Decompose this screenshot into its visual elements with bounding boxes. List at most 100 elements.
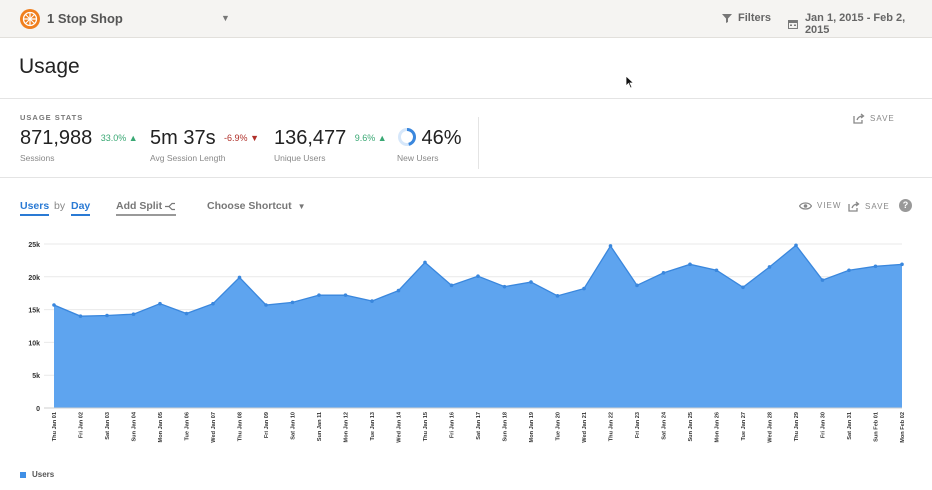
x-tick-label: Thu Jan 29 (794, 412, 800, 441)
x-tick-label: Fri Jan 30 (821, 412, 827, 438)
data-point (767, 265, 772, 269)
view-button[interactable]: VIEW (799, 201, 841, 210)
date-range-picker[interactable]: Jan 1, 2015 - Feb 2, 2015 (788, 12, 932, 36)
y-tick-label: 5k (32, 373, 40, 380)
y-tick-label: 0 (36, 406, 40, 413)
eye-icon (799, 201, 812, 210)
x-tick-label: Sun Feb 01 (874, 412, 880, 442)
data-point (52, 303, 56, 307)
stats-divider (478, 117, 479, 169)
app-switcher-caret-icon[interactable]: ▼ (221, 13, 230, 23)
unique-users-value: 136,477 (274, 127, 347, 149)
users-area-chart: 0 5k 10k 15k 20k 25k Thu Jan 01 Fri Jan 02 Sat J… (28, 242, 906, 443)
series-area-users (54, 245, 902, 408)
chart-legend[interactable]: Users (20, 470, 54, 479)
x-tick-label: Mon Jan 12 (344, 412, 350, 442)
app-name[interactable]: 1 Stop Shop (47, 11, 123, 26)
legend-swatch (20, 471, 26, 478)
usage-stats-panel: USAGE STATS 871,988 33.0% ▲ Sessions 5m … (0, 99, 932, 178)
x-tick-label: Thu Jan 15 (423, 412, 429, 441)
sessions-delta: 33.0% ▲ (100, 133, 138, 143)
metric-selector[interactable]: Users (20, 200, 50, 216)
data-point (317, 293, 321, 297)
unique-users-label: Unique Users (274, 153, 326, 163)
down-arrow-icon: ▼ (250, 133, 259, 143)
data-point (237, 275, 242, 280)
x-tick-label: Fri Jan 09 (264, 412, 270, 438)
x-tick-label: Thu Jan 01 (52, 412, 58, 441)
x-tick-label: Sun Jan 18 (503, 412, 509, 442)
x-tick-label: Wed Jan 28 (768, 412, 774, 443)
x-tick-label: Wed Jan 14 (397, 411, 403, 443)
data-point (343, 293, 348, 297)
data-point (396, 288, 401, 293)
data-point (714, 268, 719, 273)
unique-users-delta: 9.6% ▲ (354, 133, 387, 143)
data-point (741, 285, 745, 290)
x-tick-label: Thu Jan 22 (609, 412, 615, 441)
calendar-icon (788, 20, 798, 29)
split-icon (165, 202, 176, 210)
avg-session-delta: -6.9% ▼ (224, 133, 259, 143)
page-title: Usage (19, 55, 80, 78)
data-point (131, 312, 136, 316)
data-point (900, 262, 904, 267)
x-tick-label: Sat Jan 17 (476, 412, 482, 440)
data-point (105, 313, 109, 318)
x-tick-label: Sun Jan 11 (317, 412, 323, 441)
y-tick-label: 10k (28, 340, 40, 347)
filter-icon (722, 14, 732, 23)
data-point (529, 280, 533, 284)
chart-save-label: SAVE (865, 202, 890, 211)
y-tick-label: 25k (28, 242, 40, 249)
stat-sessions: 871,988 33.0% ▲ Sessions (20, 127, 138, 163)
x-tick-label: Sun Jan 04 (132, 411, 138, 441)
data-point (290, 300, 295, 305)
add-split-button[interactable]: Add Split (116, 200, 177, 216)
mouse-cursor-icon (625, 75, 635, 89)
x-tick-label: Mon Jan 19 (529, 412, 535, 442)
data-point (423, 260, 427, 265)
add-split-label: Add Split (116, 200, 163, 212)
data-point (555, 294, 560, 298)
data-point (449, 283, 454, 288)
view-label: VIEW (817, 201, 842, 210)
choose-shortcut-dropdown[interactable]: Choose Shortcut ▼ (207, 200, 306, 212)
choose-shortcut-label: Choose Shortcut (207, 200, 292, 212)
date-range-label: Jan 1, 2015 - Feb 2, 2015 (804, 12, 906, 36)
x-tick-label: Wed Jan 21 (582, 412, 588, 443)
new-users-donut-icon (398, 128, 416, 146)
chart-save-button[interactable]: SAVE (848, 201, 890, 212)
new-users-value: 46% (421, 127, 462, 149)
y-tick-label: 15k (28, 308, 40, 315)
x-tick-label: Mon Jan 26 (715, 412, 721, 442)
data-point (502, 284, 507, 289)
help-icon[interactable]: ? (899, 199, 912, 212)
x-tick-label: Sat Jan 31 (847, 412, 853, 440)
data-point (635, 283, 639, 288)
stat-avg-session: 5m 37s -6.9% ▼ Avg Session Length (150, 127, 259, 163)
stats-save-label: SAVE (870, 114, 895, 123)
x-tick-label: Tue Jan 27 (741, 412, 747, 441)
x-tick-label: Sat Jan 24 (662, 411, 668, 440)
x-tick-label: Sat Jan 03 (105, 412, 111, 440)
data-point (211, 301, 215, 306)
data-point (158, 301, 162, 306)
filters-button[interactable]: Filters (722, 12, 771, 24)
x-tick-label: Tue Jan 13 (370, 412, 376, 441)
data-point (582, 286, 586, 291)
data-point (184, 311, 189, 316)
share-icon (853, 113, 865, 124)
app-logo-icon[interactable] (20, 9, 40, 29)
up-arrow-icon: ▲ (128, 133, 138, 143)
stats-save-button[interactable]: SAVE (853, 113, 895, 124)
interval-selector[interactable]: Day (71, 200, 91, 216)
x-tick-label: Mon Jan 05 (158, 412, 164, 442)
share-icon (848, 201, 860, 212)
legend-label: Users (32, 470, 55, 479)
data-point (370, 299, 374, 303)
data-point (794, 243, 798, 248)
x-tick-label: Sun Jan 25 (688, 412, 694, 442)
data-point (847, 268, 851, 273)
chart-controls: Users by Day Add Split Choose Shortcut ▼… (0, 178, 932, 228)
